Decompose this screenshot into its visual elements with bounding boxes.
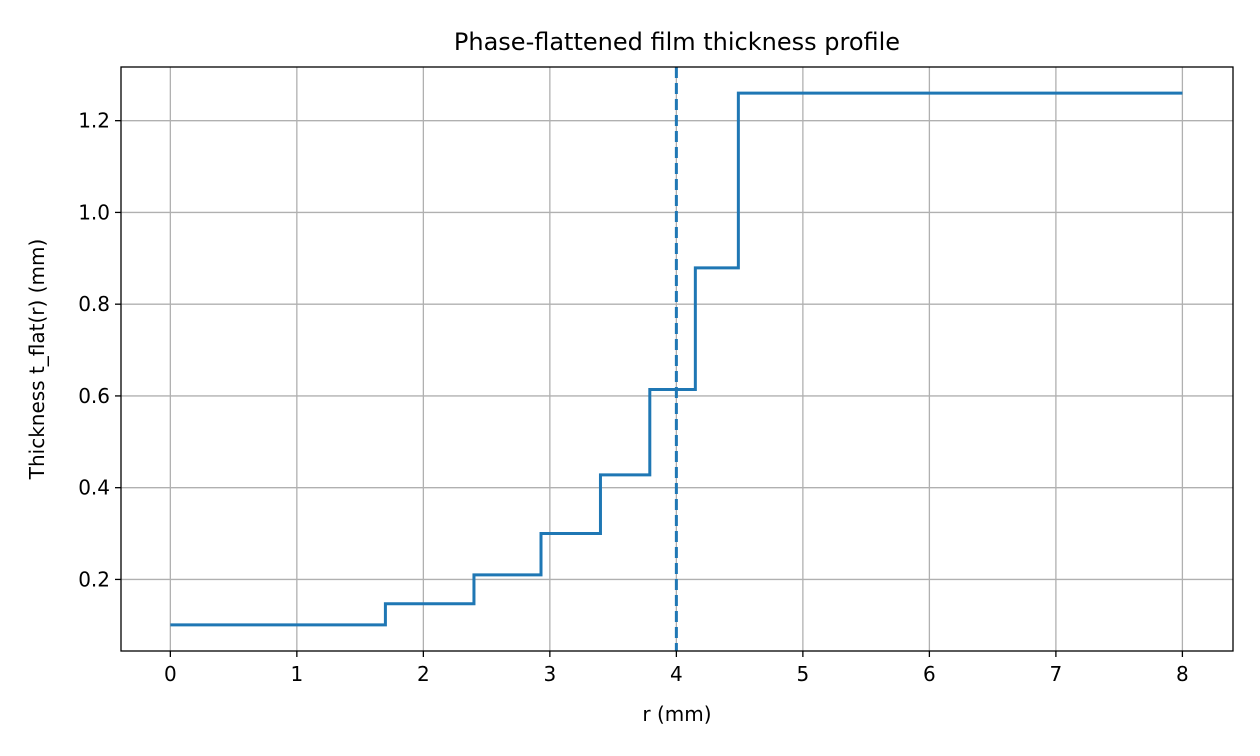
marks-layer — [170, 67, 1183, 651]
y-tick-label: 1.0 — [78, 200, 110, 224]
x-tick-label: 5 — [797, 662, 810, 686]
x-tick-label: 1 — [290, 662, 303, 686]
x-tick-label: 0 — [164, 662, 177, 686]
x-axis-label: r (mm) — [642, 702, 711, 726]
y-tick-label: 0.8 — [78, 292, 110, 316]
y-tick-label: 0.2 — [78, 567, 110, 591]
x-tick-label: 6 — [923, 662, 936, 686]
x-tick-label: 3 — [543, 662, 556, 686]
thickness-step-line — [170, 91, 1183, 627]
x-tick-label: 7 — [1050, 662, 1063, 686]
x-tick-label: 2 — [417, 662, 430, 686]
y-tick-label: 0.6 — [78, 384, 110, 408]
y-axis-label: Thickness t_flat(r) (mm) — [25, 239, 49, 481]
x-tick-label: 8 — [1176, 662, 1189, 686]
y-tick-label: 1.2 — [78, 109, 110, 133]
chart-title: Phase-flattened film thickness profile — [454, 28, 900, 56]
x-tick-label: 4 — [670, 662, 683, 686]
ticks-layer: 0 1 2 3 4 5 6 7 8 0.2 0.4 0.6 0.8 1.0 1.2 — [78, 109, 1189, 686]
y-tick-label: 0.4 — [78, 476, 110, 500]
